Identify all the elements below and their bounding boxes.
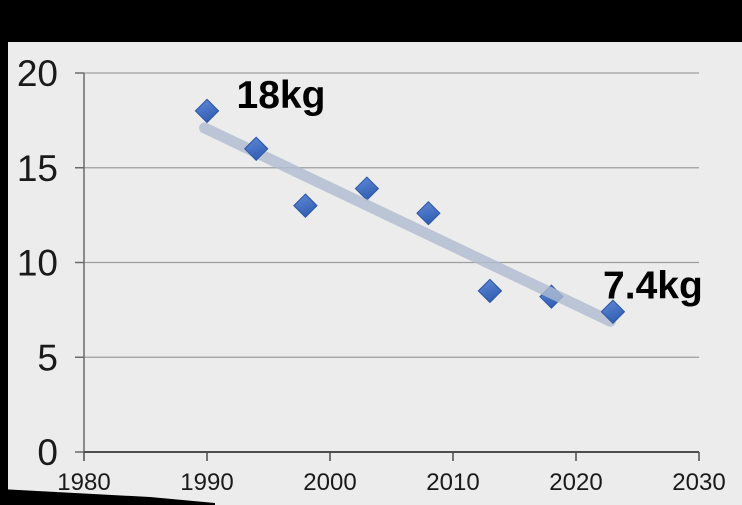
x-tick-label-1990: 1990 — [180, 469, 233, 496]
y-tick-label-0: 0 — [37, 432, 58, 473]
data-point-1990 — [194, 98, 220, 124]
y-tick-label-5: 5 — [37, 337, 58, 378]
trendline — [199, 122, 616, 327]
x-tick-label-2030: 2030 — [672, 469, 725, 496]
data-point-1998 — [293, 193, 318, 218]
data-point-2023 — [600, 299, 626, 324]
frame-top — [0, 0, 742, 42]
y-tick-label-20: 20 — [17, 53, 58, 94]
annotation-label-end: 7.4kg — [603, 265, 703, 308]
x-tick-label-1980: 1980 — [57, 469, 110, 496]
y-tick-label-10: 10 — [17, 243, 58, 284]
data-point-1994 — [243, 136, 269, 162]
frame-left — [0, 0, 8, 505]
y-tick-label-15: 15 — [17, 148, 58, 189]
x-tick-label-2020: 2020 — [549, 469, 602, 496]
data-point-2008 — [416, 201, 441, 226]
x-tick-label-2010: 2010 — [426, 469, 479, 496]
data-point-2013 — [477, 278, 503, 304]
frame-bottom-left — [0, 489, 215, 505]
plot-area — [8, 42, 742, 505]
x-tick-label-2000: 2000 — [303, 469, 356, 496]
annotation-label-start: 18kg — [237, 74, 326, 117]
